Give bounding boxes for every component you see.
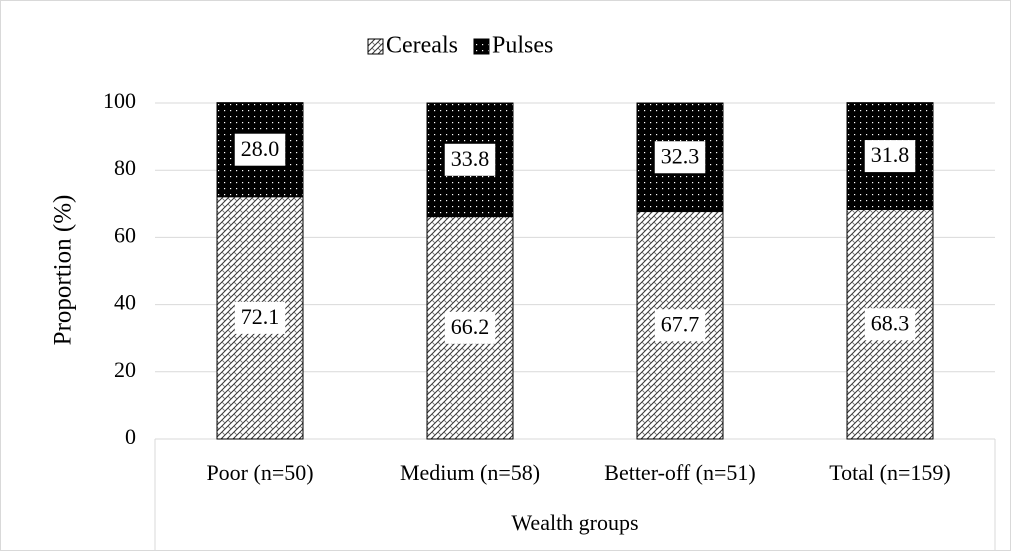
legend-label: Cereals [386,33,458,59]
data-label: 68.3 [871,310,910,335]
x-tick-label: Better-off (n=51) [604,460,755,485]
data-label-bg [444,311,496,344]
data-label-bg [234,133,286,166]
y-tick-label: 20 [114,357,136,382]
data-label: 33.8 [451,146,490,171]
y-tick-label: 80 [114,155,136,180]
data-label-bg [234,301,286,334]
bar-segment [426,102,514,218]
y-tick-label: 0 [125,424,136,449]
y-axis-title: Proportion (%) [50,195,77,346]
data-label-bg [654,309,706,342]
legend-label: Pulses [492,33,553,59]
data-label: 32.3 [661,143,700,168]
data-label: 28.0 [241,136,280,161]
data-label: 67.7 [661,311,700,336]
data-label-bg [654,141,706,174]
data-label: 66.2 [451,314,490,339]
legend-swatch [367,38,384,55]
y-tick-label: 60 [114,222,136,247]
data-label-bg [444,143,496,176]
y-tick-label: 100 [103,88,136,113]
x-tick-label: Total (n=159) [829,460,950,485]
legend-swatch [473,38,490,55]
data-label-bg [864,308,916,341]
x-tick-label: Poor (n=50) [206,460,313,485]
data-label: 31.8 [871,142,910,167]
x-tick-label: Medium (n=58) [400,460,540,485]
data-label: 72.1 [241,304,280,329]
data-label-bg [864,140,916,173]
x-axis-title: Wealth groups [511,510,638,535]
y-tick-label: 40 [114,290,136,315]
